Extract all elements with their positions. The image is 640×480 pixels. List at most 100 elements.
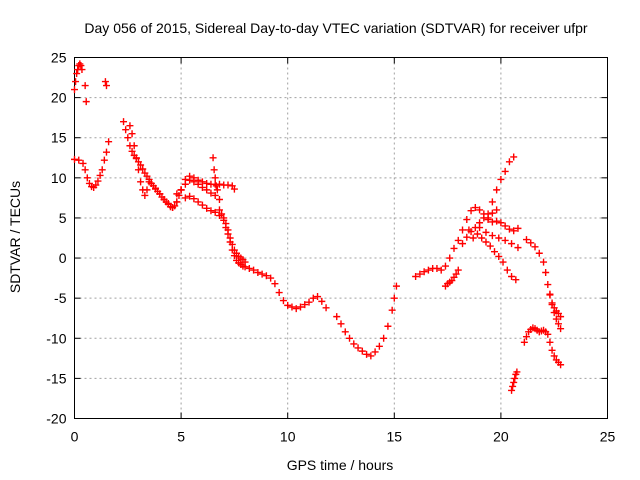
data-point [346, 334, 354, 342]
data-point [230, 185, 238, 193]
data-point [508, 273, 516, 281]
data-point [508, 386, 516, 394]
series-mid-descent-b [215, 206, 249, 266]
data-point [288, 303, 296, 311]
data-point [354, 344, 362, 352]
data-point [224, 226, 232, 234]
data-point [493, 206, 501, 214]
data-point [181, 194, 189, 202]
data-point [73, 70, 81, 78]
data-point [309, 294, 317, 302]
data-point [416, 270, 424, 278]
data-point [375, 342, 383, 350]
data-point [499, 258, 507, 266]
data-point [495, 252, 503, 260]
data-point [350, 340, 358, 348]
data-point [75, 156, 83, 164]
series-evening-arc-c [476, 224, 522, 252]
data-point [501, 222, 509, 230]
data-point [501, 167, 509, 175]
data-point [520, 338, 528, 346]
data-point [207, 189, 215, 197]
x-tick-label: 5 [177, 429, 185, 445]
series-final-a [520, 324, 565, 369]
series-dip-17.5 [441, 266, 462, 290]
data-point [459, 240, 467, 248]
data-point [194, 180, 202, 188]
data-point [83, 174, 91, 182]
data-point [245, 264, 253, 272]
data-point [471, 204, 479, 212]
y-tick-label: -5 [54, 290, 67, 306]
data-point [262, 272, 270, 280]
data-point [226, 234, 234, 242]
data-point [542, 268, 550, 276]
data-point [367, 352, 375, 360]
data-point [446, 254, 454, 262]
data-point [509, 382, 517, 390]
y-tick-label: 25 [51, 50, 67, 66]
data-point [535, 249, 543, 257]
data-point [181, 180, 189, 188]
y-tick-label: -15 [46, 370, 66, 386]
y-tick-label: 15 [51, 130, 67, 146]
series-evening-arc-a [459, 214, 522, 248]
y-tick-label: -20 [46, 411, 66, 427]
data-point [137, 161, 145, 169]
data-point [473, 230, 481, 238]
data-point [105, 138, 113, 146]
data-point [222, 220, 230, 228]
data-point [486, 242, 494, 250]
data-point [212, 182, 220, 190]
data-point [101, 78, 109, 86]
data-point [510, 153, 518, 161]
data-point [198, 201, 206, 209]
data-point [454, 236, 462, 244]
data-point [412, 273, 420, 281]
series-evening-arc-b [465, 226, 520, 284]
y-tick-label: 5 [59, 210, 67, 226]
data-point [120, 118, 128, 126]
x-tick-label: 10 [280, 429, 296, 445]
series-loop-a [147, 172, 238, 212]
data-point [215, 206, 223, 214]
data-point [284, 301, 292, 309]
y-tick-label: 0 [59, 250, 67, 266]
data-point [79, 159, 87, 167]
data-point [505, 225, 513, 233]
data-point [207, 207, 215, 215]
data-point [441, 262, 449, 270]
y-tick-label: 10 [51, 170, 67, 186]
data-point [81, 82, 89, 90]
x-tick-label: 0 [71, 429, 79, 445]
data-point [173, 198, 181, 206]
data-point [390, 294, 398, 302]
data-point [160, 195, 168, 203]
data-point [296, 303, 304, 311]
data-point [250, 266, 258, 274]
data-point [314, 293, 322, 301]
data-point [488, 232, 496, 240]
data-point [203, 179, 211, 187]
data-point [480, 214, 488, 222]
data-point [130, 142, 138, 150]
data-point [218, 210, 226, 218]
data-point [513, 368, 521, 376]
data-point [210, 166, 218, 174]
data-point [128, 130, 136, 138]
data-point [337, 320, 345, 328]
data-point [482, 228, 490, 236]
data-points [71, 60, 565, 394]
data-point [215, 180, 223, 188]
data-point [437, 266, 445, 274]
data-point [548, 301, 556, 309]
data-point [554, 320, 562, 328]
data-point [484, 210, 492, 218]
data-point [333, 313, 341, 321]
data-point [102, 82, 110, 90]
y-axis-label: SDTVAR / TECUs [7, 181, 23, 293]
data-point [164, 200, 172, 208]
series-spike-6.5 [209, 154, 221, 194]
data-point [258, 270, 266, 278]
data-point [531, 243, 539, 251]
